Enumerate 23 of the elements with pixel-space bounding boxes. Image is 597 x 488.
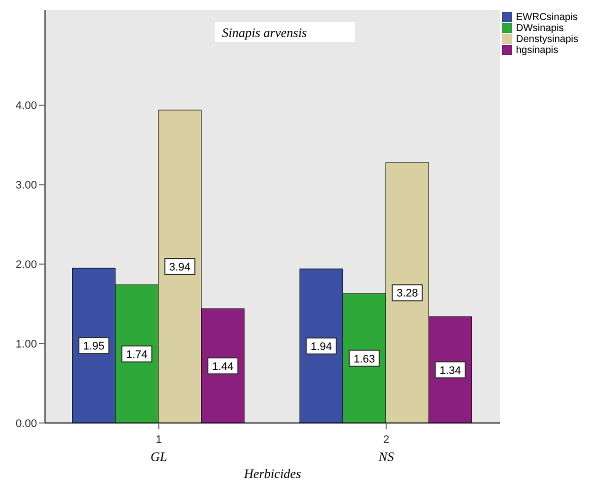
legend-label: EWRCsinapis	[516, 12, 578, 23]
data-label: 1.44	[212, 360, 234, 373]
y-tick-label: 4.00	[16, 100, 37, 112]
text: Sinapis arvensis	[222, 25, 307, 40]
y-tick-label: 3.00	[16, 180, 37, 192]
y-tick-label: 1.00	[16, 338, 37, 350]
data-label: 3.28	[396, 288, 418, 300]
x-axis-title: Herbicides	[242, 466, 302, 481]
y-tick-label: 0.00	[16, 418, 37, 430]
text: NS	[378, 449, 394, 464]
data-label: 1.94	[310, 340, 332, 353]
data-label: 1.34	[440, 364, 462, 377]
y-tick-label: 2.00	[16, 259, 37, 272]
x-tick-label: 1	[156, 434, 162, 446]
data-label: 1.95	[83, 340, 105, 353]
data-label: 1.74	[126, 348, 148, 361]
data-label: 1.63	[354, 353, 376, 366]
data-label: 3.94	[169, 262, 191, 274]
legend-label: hgsinapis	[516, 45, 558, 56]
legend-label: DWsinapis	[516, 23, 564, 34]
x-tick-label: 2	[383, 434, 390, 446]
legend-label: Denstysinapis	[516, 34, 578, 45]
text: GL	[150, 449, 168, 464]
